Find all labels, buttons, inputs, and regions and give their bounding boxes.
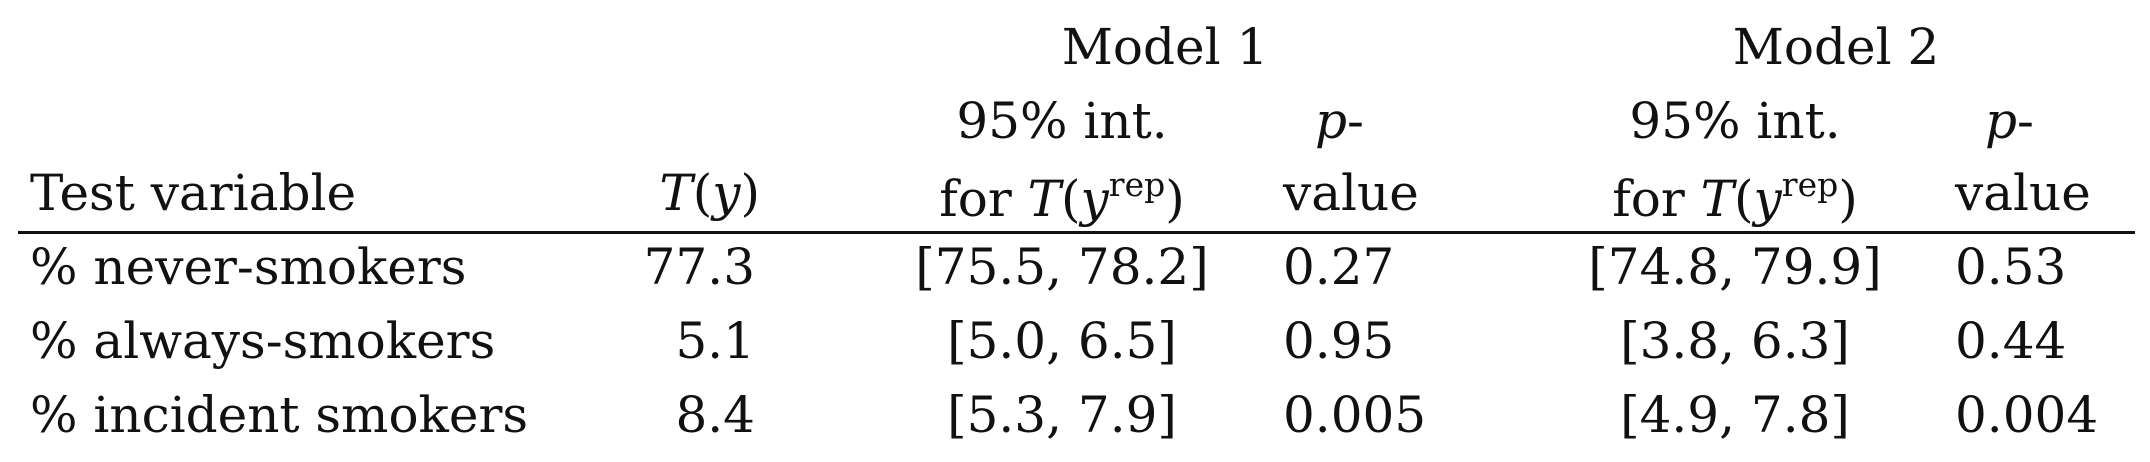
model2-pvalue: 0.53 [1955, 238, 2067, 296]
t-y-header: T(y) [659, 164, 760, 222]
row-label: % never-smokers [30, 238, 467, 296]
model2-interval: [4.9, 7.8] [1620, 386, 1850, 444]
model1-pvalue-header-line2: value [1283, 164, 1419, 222]
t-y-value: 77.3 [643, 238, 755, 296]
model2-interval-header-line1: 95% int. [1629, 92, 1841, 150]
model2-pvalue-header-line1: p- [1985, 92, 2034, 150]
group-header-model-1: Model 1 [1061, 18, 1269, 76]
model1-pvalue: 0.005 [1283, 386, 1427, 444]
model2-interval: [3.8, 6.3] [1620, 312, 1850, 370]
model1-interval: [5.0, 6.5] [947, 312, 1177, 370]
row-label: % always-smokers [30, 312, 496, 370]
model1-interval: [5.3, 7.9] [947, 386, 1177, 444]
model2-pvalue: 0.004 [1955, 386, 2099, 444]
t-y-value: 8.4 [675, 386, 755, 444]
test-variable-header: Test variable [30, 164, 357, 222]
model1-interval-header-line2: for T(yrep) [939, 165, 1185, 228]
model2-interval-header-line2: for T(yrep) [1612, 165, 1858, 228]
t-y-value: 5.1 [675, 312, 755, 370]
model2-pvalue: 0.44 [1955, 312, 2067, 370]
model2-interval: [74.8, 79.9] [1588, 238, 1882, 296]
model1-interval: [75.5, 78.2] [915, 238, 1209, 296]
row-label: % incident smokers [30, 386, 528, 444]
model2-pvalue-header-line2: value [1955, 164, 2091, 222]
model1-pvalue: 0.95 [1283, 312, 1395, 370]
model1-pvalue-header-line1: p- [1315, 92, 1364, 150]
model1-interval-header-line1: 95% int. [956, 92, 1168, 150]
model1-pvalue: 0.27 [1283, 238, 1395, 296]
header-rule [18, 231, 2135, 234]
group-header-model-2: Model 2 [1732, 18, 1940, 76]
